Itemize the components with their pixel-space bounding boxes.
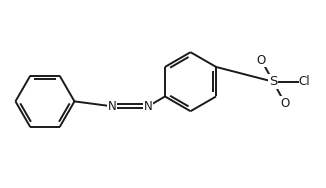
Text: Cl: Cl [299, 75, 310, 88]
Text: N: N [108, 100, 116, 113]
Text: N: N [144, 100, 153, 113]
Text: S: S [269, 75, 277, 88]
Text: O: O [257, 54, 266, 67]
Text: O: O [280, 97, 289, 110]
